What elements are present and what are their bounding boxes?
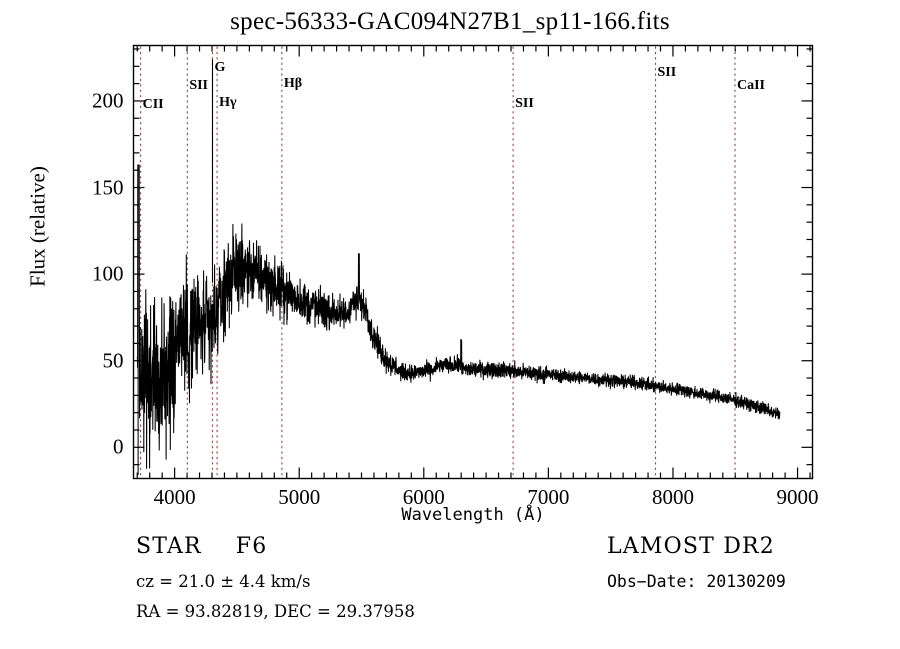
line-label-SII-1: SII (189, 78, 208, 93)
line-label-SII-6: SII (657, 65, 677, 80)
line-label-H-3: Hγ (219, 95, 237, 110)
x-tick-label: 8000 (651, 484, 694, 509)
redshift-velocity: cz = 21.0 ± 4.4 km/s (136, 572, 311, 591)
x-tick-label: 5000 (278, 484, 321, 509)
x-tick-label: 6000 (402, 484, 445, 509)
y-axis-label: Flux (relative) (25, 166, 50, 287)
figure-title: spec-56333-GAC094N27B1_sp11-166.fits (230, 8, 670, 35)
object-type: STAR (136, 534, 202, 559)
line-label-SII-5: SII (515, 96, 534, 111)
object-type-class: STAR F6 (136, 534, 267, 559)
line-label-CII-0: CII (142, 97, 164, 112)
y-tick-label: 0 (113, 434, 124, 459)
x-axis-label: Wavelength (Å) (401, 505, 545, 525)
y-tick-label: 150 (92, 175, 124, 200)
line-label-G-2: G (214, 60, 226, 75)
line-label-H-4: Hβ (283, 76, 303, 91)
coordinates: RA = 93.82819, DEC = 29.37958 (136, 602, 415, 621)
line-label-CaII-7: CaII (737, 78, 766, 93)
observation-date: Obs−Date: 20130209 (607, 572, 786, 591)
survey-name: LAMOST DR2 (607, 534, 775, 559)
x-tick-label: 4000 (153, 484, 196, 509)
y-tick-label: 50 (102, 348, 124, 373)
x-tick-label: 7000 (527, 484, 570, 509)
y-tick-label: 200 (92, 88, 124, 113)
spectral-class: F6 (235, 534, 268, 559)
y-tick-label: 100 (92, 261, 124, 286)
x-tick-label: 9000 (776, 484, 819, 509)
